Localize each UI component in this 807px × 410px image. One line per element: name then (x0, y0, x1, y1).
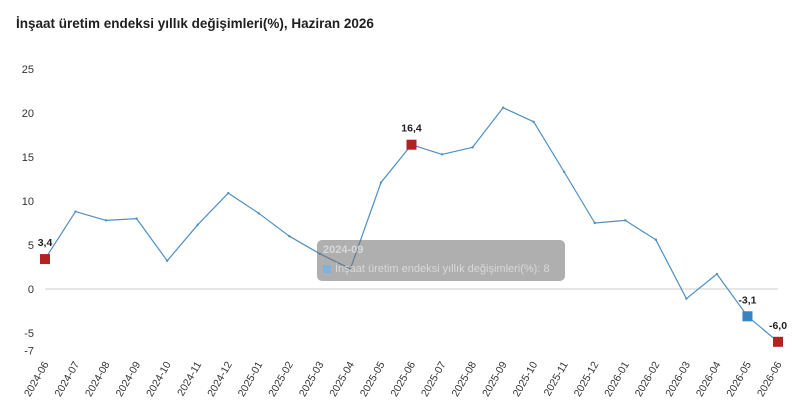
data-point[interactable] (532, 120, 535, 124)
data-point[interactable] (563, 170, 566, 174)
x-tick-label: 2025-06 (388, 359, 418, 399)
x-tick-label: 2025-02 (266, 359, 296, 399)
x-tick-label: 2025-05 (358, 359, 388, 399)
x-tick-label: 2025-10 (511, 359, 541, 399)
x-tick-label: 2025-01 (236, 359, 266, 399)
x-tick-label: 2025-07 (419, 359, 449, 399)
chart-tooltip: 2024-09 İnşaat üretim endeksi yıllık değ… (317, 240, 565, 281)
x-tick-label: 2024-07 (52, 359, 82, 399)
data-label: 3,4 (38, 237, 53, 249)
data-point[interactable] (624, 219, 627, 222)
data-label: -6,0 (769, 320, 787, 332)
point-marker[interactable] (40, 254, 50, 265)
x-tick-label: 2024-11 (175, 359, 204, 398)
data-point[interactable] (379, 181, 383, 184)
x-tick-label: 2024-09 (114, 359, 144, 399)
data-point[interactable] (227, 191, 230, 195)
data-point[interactable] (685, 297, 688, 300)
y-tick-label: 25 (22, 64, 34, 76)
markers-group (40, 139, 783, 347)
x-tick-label: 2024-08 (83, 359, 113, 399)
x-axis: 2024-06 2024-07 2024-08 2024-09 2024-10 2024-… (22, 359, 785, 399)
data-point[interactable] (654, 238, 658, 241)
x-tick-label: 2026-02 (633, 359, 663, 399)
x-tick-label: 2026-01 (602, 359, 632, 399)
data-point[interactable] (440, 153, 444, 156)
x-tick-label: 2026-05 (724, 359, 754, 399)
y-tick-label: -5 (24, 328, 34, 340)
y-tick-label: 15 (22, 152, 34, 164)
point-marker[interactable] (406, 139, 417, 150)
y-tick-label: 5 (28, 240, 34, 252)
data-point[interactable] (257, 212, 260, 215)
x-tick-label: 2024-10 (144, 359, 174, 399)
y-tick-label: 20 (22, 108, 34, 120)
y-tick-label: 0 (28, 284, 34, 296)
data-point[interactable] (165, 259, 169, 263)
point-marker[interactable] (773, 336, 783, 347)
x-tick-label: 2026-04 (694, 359, 724, 399)
y-tick-label: -7 (24, 346, 34, 358)
data-label: 16,4 (401, 123, 422, 135)
data-point[interactable] (471, 146, 474, 149)
data-point[interactable] (196, 223, 199, 226)
x-tick-label: 2025-11 (542, 359, 571, 398)
data-point[interactable] (715, 272, 719, 276)
tooltip-separator: : (537, 263, 544, 275)
x-tick-label: 2024-12 (205, 359, 235, 399)
x-tick-label: 2026-06 (755, 359, 785, 399)
x-tick-label: 2025-12 (572, 359, 602, 399)
data-point[interactable] (74, 210, 77, 213)
y-axis: 25 20 15 10 5 0 -5 -7 (22, 64, 34, 358)
x-tick-label: 2025-04 (327, 359, 357, 399)
data-point[interactable] (593, 221, 596, 225)
tooltip-series-swatch (323, 265, 331, 274)
data-label: -3,1 (738, 294, 756, 306)
tooltip-row: İnşaat üretim endeksi yıllık değişimleri… (323, 263, 550, 275)
tooltip-category: 2024-09 (323, 244, 364, 256)
x-tick-label: 2025-03 (297, 359, 327, 399)
x-tick-label: 2025-08 (450, 359, 480, 399)
x-tick-label: 2025-09 (480, 359, 510, 399)
tooltip-value: 8 (543, 263, 550, 275)
x-tick-label: 2026-03 (663, 359, 693, 399)
data-point[interactable] (288, 235, 291, 238)
data-point[interactable] (104, 219, 108, 222)
y-tick-label: 10 (22, 196, 34, 208)
data-labels-group: 3,4 16,4 -3,1 -6,0 (38, 123, 788, 332)
tooltip-series-label: İnşaat üretim endeksi yıllık değişimleri… (335, 263, 538, 275)
point-marker[interactable] (742, 311, 753, 322)
data-point[interactable] (501, 106, 505, 109)
chart-title: İnşaat üretim endeksi yıllık değişimleri… (16, 16, 374, 31)
x-tick-label: 2024-06 (22, 359, 52, 399)
data-point[interactable] (135, 217, 138, 220)
